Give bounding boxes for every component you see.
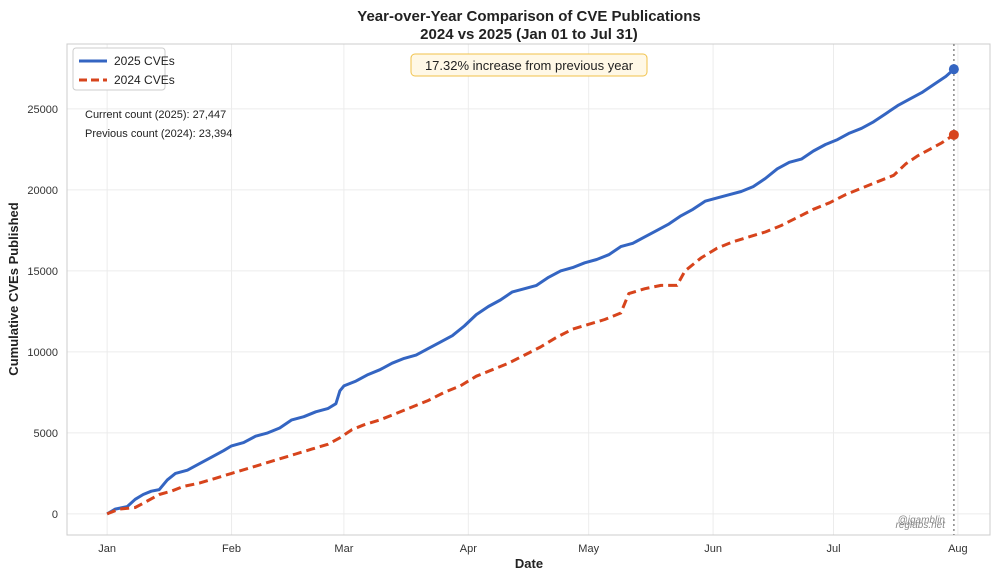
y-tick-label: 5000 [34, 428, 58, 440]
legend: 2025 CVEs 2024 CVEs [72, 47, 175, 91]
x-axis-label: Date [515, 556, 543, 571]
y-tick-label: 20000 [27, 185, 58, 197]
y-axis-label: Cumulative CVEs Published [6, 202, 21, 375]
current-count-note: Current count (2025): 27,447 [85, 109, 226, 121]
x-tick-label: Mar [334, 543, 353, 555]
series-line-2025 [106, 68, 955, 516]
x-tick-label: Aug [948, 543, 968, 555]
y-tick-label: 0 [52, 509, 58, 521]
end-marker-2024 [948, 129, 959, 140]
chart-subtitle: 2024 vs 2025 (Jan 01 to Jul 31) [420, 26, 638, 43]
x-tick-label: Feb [222, 543, 241, 555]
legend-label-2024: 2024 CVEs [114, 73, 175, 87]
increase-annotation-box [410, 53, 648, 77]
x-tick-label: Jan [98, 543, 116, 555]
chart-title: Year-over-Year Comparison of CVE Publica… [357, 8, 700, 25]
y-axis-ticks: 0 5000 10000 15000 20000 25000 [27, 104, 58, 521]
series-line-2024 [106, 133, 955, 516]
y-tick-label: 10000 [27, 347, 58, 359]
previous-count-note: Previous count (2024): 23,394 [85, 128, 232, 140]
increase-annotation: 17.32% increase from previous year [425, 58, 634, 73]
y-tick-label: 15000 [27, 266, 58, 278]
watermark-site: reglabs.net [896, 520, 947, 531]
x-tick-label: Apr [460, 543, 477, 555]
x-axis-ticks: Jan Feb Mar Apr May Jun Jul Aug [98, 543, 967, 555]
legend-label-2025: 2025 CVEs [114, 54, 175, 68]
y-tick-label: 25000 [27, 104, 58, 116]
watermark-author: @jgamblin [898, 515, 946, 526]
x-tick-label: Jun [704, 543, 722, 555]
x-tick-label: May [578, 543, 599, 555]
plot-frame [66, 43, 991, 536]
end-marker-2025 [948, 64, 959, 75]
x-tick-label: Jul [826, 543, 840, 555]
